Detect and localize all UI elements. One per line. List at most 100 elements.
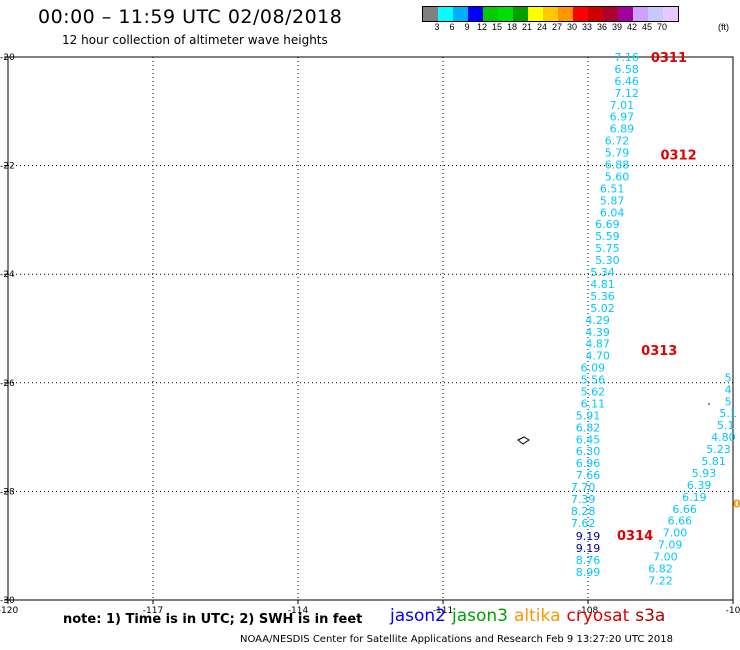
swh-reading: 5.60 bbox=[605, 170, 630, 183]
y-tick-label: -30 bbox=[0, 596, 15, 606]
swh-reading: 4.80 bbox=[711, 431, 736, 444]
color-scale-label: 12 bbox=[476, 22, 487, 32]
swh-reading: 7.09 bbox=[658, 539, 683, 552]
color-swatch bbox=[633, 7, 648, 21]
legend-entry-cryosat: cryosat bbox=[566, 606, 630, 626]
color-swatch bbox=[618, 7, 633, 21]
color-swatch bbox=[453, 7, 468, 21]
swh-reading: 5.91 bbox=[576, 409, 601, 422]
page-title: 00:00 – 11:59 UTC 02/08/2018 bbox=[38, 6, 343, 28]
units-note: note: 1) Time is in UTC; 2) SWH is in fe… bbox=[63, 612, 363, 627]
swh-reading: 6.97 bbox=[610, 111, 635, 124]
swh-reading: 6.46 bbox=[614, 75, 639, 88]
swh-reading: 6.69 bbox=[595, 218, 620, 231]
legend-entry-altika: altika bbox=[514, 606, 561, 626]
swh-reading: 5.1 bbox=[717, 419, 735, 432]
swh-reading: 5.56 bbox=[581, 374, 606, 387]
color-scale-label: 6 bbox=[449, 22, 455, 32]
plot-frame bbox=[7, 56, 734, 601]
swh-reading: 6.66 bbox=[672, 503, 697, 516]
color-swatch bbox=[423, 7, 438, 21]
swh-reading: 5.34 bbox=[590, 266, 615, 279]
swh-reading: 6.82 bbox=[576, 421, 601, 434]
color-scale-label: 30 bbox=[566, 22, 577, 32]
y-tick-label: -28 bbox=[0, 487, 15, 497]
swh-reading: 4 bbox=[725, 383, 732, 396]
legend-entry-jason3: jason3 bbox=[452, 606, 508, 626]
color-scale-label: 3 bbox=[434, 22, 440, 32]
color-swatch bbox=[468, 7, 483, 21]
swh-reading: 7.16 bbox=[614, 51, 639, 64]
swh-reading: 6.39 bbox=[687, 479, 712, 492]
swh-reading: 5.93 bbox=[692, 467, 717, 480]
swh-reading: 6.82 bbox=[648, 563, 673, 576]
island-dot bbox=[708, 403, 710, 405]
swh-reading: 4.29 bbox=[585, 314, 610, 327]
swh-reading: 6.11 bbox=[581, 397, 606, 410]
y-tick-label: -22 bbox=[0, 162, 15, 172]
swh-reading: 6.96 bbox=[576, 457, 601, 470]
color-scale-unit: (ft) bbox=[718, 22, 729, 32]
pass-label: 0311 bbox=[651, 51, 687, 66]
y-tick-label: -26 bbox=[0, 379, 15, 389]
pass-label: 0314 bbox=[617, 529, 653, 544]
swh-reading: 5.36 bbox=[590, 290, 615, 303]
x-tick-label: -120 bbox=[0, 606, 18, 616]
color-swatch bbox=[498, 7, 513, 21]
color-swatch bbox=[513, 7, 528, 21]
swh-reading: 6.89 bbox=[610, 123, 635, 136]
swh-reading: 6.09 bbox=[581, 362, 606, 375]
color-swatch bbox=[558, 7, 573, 21]
footer-credit: NOAA/NESDIS Center for Satellite Applica… bbox=[240, 634, 673, 645]
island-outline bbox=[517, 436, 530, 445]
page-subtitle: 12 hour collection of altimeter wave hei… bbox=[62, 33, 328, 47]
swh-reading: 5.79 bbox=[605, 147, 630, 160]
x-tick-label: -108 bbox=[578, 606, 599, 616]
swh-reading: 6.58 bbox=[614, 63, 639, 76]
swh-reading: 5.59 bbox=[595, 230, 620, 243]
swh-reading: 9.19 bbox=[576, 530, 601, 543]
swh-reading: 7.22 bbox=[648, 574, 673, 587]
swh-reading: 7.62 bbox=[571, 517, 596, 530]
color-swatch bbox=[528, 7, 543, 21]
swh-reading: 5.30 bbox=[595, 254, 620, 267]
swh-reading: 5.1 bbox=[719, 407, 737, 420]
swh-reading: 4.81 bbox=[590, 278, 615, 291]
legend-entry-jason2: jason2 bbox=[390, 606, 446, 626]
color-swatch bbox=[573, 7, 588, 21]
color-scale-label: 36 bbox=[596, 22, 607, 32]
swh-reading: 5.75 bbox=[595, 242, 620, 255]
swh-reading: 8.76 bbox=[576, 554, 601, 567]
swh-reading: 5.02 bbox=[590, 302, 615, 315]
swh-reading: 6.45 bbox=[576, 433, 601, 446]
altika-marker: 0 bbox=[733, 497, 740, 510]
color-scale-label: 24 bbox=[536, 22, 547, 32]
swh-reading: 6.30 bbox=[576, 445, 601, 458]
swh-reading: 5.87 bbox=[600, 194, 625, 207]
swh-reading: 6.19 bbox=[682, 491, 707, 504]
swh-reading: 8.99 bbox=[576, 566, 601, 579]
swh-reading: 6.72 bbox=[605, 135, 630, 148]
swh-reading: 7.70 bbox=[571, 481, 596, 494]
y-tick-label: -20 bbox=[0, 53, 15, 63]
color-swatch bbox=[663, 7, 678, 21]
swh-reading: 5.23 bbox=[706, 443, 731, 456]
color-swatch bbox=[588, 7, 603, 21]
swh-reading: 7.12 bbox=[614, 87, 639, 100]
color-scale-label: 33 bbox=[581, 22, 592, 32]
swh-reading: 8.28 bbox=[571, 505, 596, 518]
swh-reading: 4.70 bbox=[585, 350, 610, 363]
color-scale-label: 27 bbox=[551, 22, 562, 32]
swh-reading: 6.51 bbox=[600, 182, 625, 195]
swh-reading: 4.39 bbox=[585, 326, 610, 339]
swh-reading: 9.19 bbox=[576, 542, 601, 555]
swh-reading: 7.66 bbox=[576, 469, 601, 482]
x-tick-label: -114 bbox=[288, 606, 309, 616]
pass-label: 0313 bbox=[641, 344, 677, 359]
swh-reading: 6.66 bbox=[668, 515, 693, 528]
satellite-legend: jason2 jason3 altika cryosat s3a bbox=[390, 606, 671, 626]
swh-reading: 7.00 bbox=[663, 527, 688, 540]
swh-reading: 6.04 bbox=[600, 206, 625, 219]
color-scale-label: 42 bbox=[626, 22, 637, 32]
